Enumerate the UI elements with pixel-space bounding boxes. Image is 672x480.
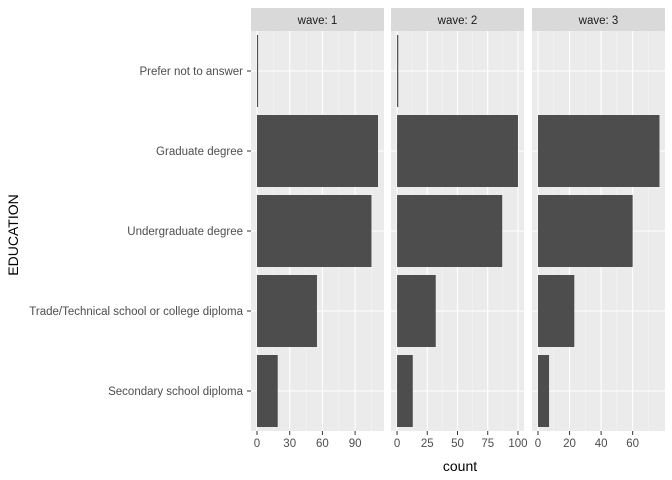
x-tick-label: 0 [535, 438, 541, 450]
x-tick-label: 25 [421, 438, 434, 450]
bar [537, 115, 660, 187]
x-tick-label: 100 [508, 438, 527, 450]
bar [256, 275, 317, 347]
bar [397, 275, 436, 347]
x-tick-label: 90 [349, 438, 362, 450]
facet-strip [251, 8, 384, 31]
category-labels: Secondary school diploma Trade/Technical … [29, 66, 251, 398]
bar [256, 115, 379, 187]
bar [256, 355, 278, 427]
facet-panels: wave: 1 0 30 60 90 wave: 2 0 25 50 75 100 wave: 3 0 2… [251, 8, 665, 450]
bar [537, 275, 575, 347]
bar [256, 195, 372, 267]
facet-panel: wave: 2 0 25 50 75 100 [391, 8, 528, 450]
x-tick-label: 0 [394, 438, 400, 450]
bar [397, 35, 399, 107]
x-axis-title: count [443, 458, 477, 474]
x-tick-label: 30 [283, 438, 296, 450]
facet-panel: wave: 1 0 30 60 90 [251, 8, 384, 450]
y-tick-label: Undergraduate degree [127, 226, 243, 238]
bar [397, 195, 503, 267]
x-tick-label: 50 [451, 438, 464, 450]
x-tick-label: 40 [595, 438, 608, 450]
x-tick-label: 75 [481, 438, 494, 450]
facet-strip-label: wave: 2 [437, 15, 478, 27]
x-tick-label: 0 [254, 438, 260, 450]
y-axis-title: EDUCATION [5, 194, 21, 275]
x-tick-label: 20 [563, 438, 576, 450]
bar [256, 35, 259, 107]
facet-strip [391, 8, 524, 31]
x-tick-label: 60 [316, 438, 329, 450]
facet-strip-label: wave: 3 [578, 15, 619, 27]
facet-strip [532, 8, 665, 31]
facet-strip-label: wave: 1 [297, 15, 338, 27]
y-tick-label: Prefer not to answer [139, 66, 243, 78]
facet-panel: wave: 3 0 20 40 60 [532, 8, 665, 450]
y-tick-label: Secondary school diploma [108, 386, 243, 398]
y-tick-label: Trade/Technical school or college diplom… [29, 306, 243, 318]
bar [537, 195, 633, 267]
bar [537, 355, 550, 427]
bar [397, 115, 518, 187]
x-tick-label: 60 [626, 438, 639, 450]
y-tick-label: Graduate degree [156, 146, 243, 158]
bar [397, 355, 413, 427]
